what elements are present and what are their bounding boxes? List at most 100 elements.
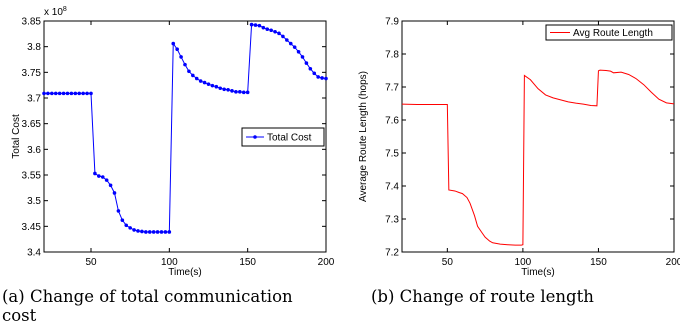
data-point — [309, 67, 313, 71]
data-point — [226, 88, 230, 92]
x-tick-label: 200 — [318, 257, 335, 268]
data-point — [320, 76, 324, 80]
data-point — [269, 28, 273, 32]
data-point — [191, 74, 195, 78]
data-point — [277, 32, 281, 36]
y-tick-label: 3.45 — [22, 222, 42, 233]
data-point — [156, 230, 160, 234]
data-point — [273, 30, 277, 34]
caption-a: (a) Change of total communication cost — [2, 287, 342, 325]
caption-b: (b) Change of route length — [371, 287, 671, 306]
data-point — [222, 87, 226, 91]
y-tick-label: 7.8 — [385, 50, 399, 61]
legend-route-length: Avg Route Length — [546, 25, 672, 40]
y-tick-label: 3.4 — [27, 248, 41, 259]
data-point — [89, 92, 93, 96]
x-tick-label: 150 — [239, 257, 256, 268]
data-point — [242, 91, 246, 95]
series-line — [402, 70, 674, 245]
data-point — [144, 230, 148, 234]
data-point — [195, 77, 199, 81]
data-point — [246, 91, 250, 95]
data-point — [132, 228, 136, 232]
y-tick-label: 7.3 — [385, 215, 399, 226]
data-point — [312, 72, 316, 76]
data-point — [85, 92, 89, 96]
data-point — [160, 230, 164, 234]
data-point — [289, 42, 293, 46]
data-point — [81, 92, 85, 96]
data-point — [297, 50, 301, 54]
data-point — [113, 191, 117, 195]
data-point — [203, 81, 207, 85]
data-point — [121, 218, 125, 222]
data-point — [152, 230, 156, 234]
data-point — [74, 92, 78, 96]
data-point — [136, 229, 140, 233]
data-point — [218, 86, 222, 90]
data-point — [77, 92, 81, 96]
y-tick-label: 7.5 — [385, 149, 399, 160]
y-tick-label: 7.6 — [385, 116, 399, 127]
data-point — [124, 224, 128, 228]
data-point — [66, 92, 70, 96]
y-tick-label: 3.7 — [27, 94, 41, 105]
data-point — [258, 24, 262, 28]
data-point — [58, 92, 62, 96]
data-point — [324, 77, 328, 81]
plot-frame-route-length — [402, 21, 674, 252]
data-point — [187, 70, 191, 74]
data-point — [179, 55, 183, 59]
axis-multiplier: x 108 — [44, 6, 67, 18]
data-point — [54, 92, 58, 96]
data-point — [316, 75, 320, 79]
data-point — [140, 230, 144, 234]
data-point — [230, 89, 234, 93]
series-route-length — [402, 70, 674, 245]
y-tick-label: 3.6 — [27, 145, 41, 156]
data-point — [168, 230, 172, 234]
data-point — [301, 55, 305, 59]
data-point — [183, 63, 187, 67]
y-tick-label: 3.55 — [22, 171, 42, 182]
data-point — [148, 230, 152, 234]
data-point — [105, 178, 109, 182]
y-tick-label: 3.85 — [22, 17, 42, 28]
data-point — [42, 92, 46, 96]
data-point — [254, 23, 258, 27]
data-point — [305, 61, 309, 65]
y-tick-label: 3.75 — [22, 68, 42, 79]
data-point — [234, 90, 238, 94]
x-tick-label: 50 — [442, 257, 454, 268]
data-point — [207, 82, 211, 86]
y-axis-label-total-cost: Total Cost — [11, 114, 22, 159]
x-axis-label-route-length: Time(s) — [521, 267, 555, 278]
data-point — [164, 230, 168, 234]
data-point — [262, 26, 266, 30]
data-point — [175, 47, 179, 51]
data-point — [171, 42, 175, 46]
y-axis-label-route-length: Average Route Length (hops) — [358, 71, 369, 202]
x-tick-label: 150 — [590, 257, 607, 268]
data-point — [50, 92, 54, 96]
x-axis-label-total-cost: Time(s) — [168, 267, 202, 278]
data-point — [250, 23, 254, 27]
x-tick-label: 200 — [666, 257, 680, 268]
legend-total-cost: Total Cost — [242, 128, 324, 146]
data-point — [93, 172, 97, 176]
legend-entry-total-cost: Total Cost — [267, 133, 312, 144]
data-point — [117, 209, 121, 213]
chart-route-length: 50 100 150 200 7.2 7.3 7.4 7.5 7.6 7.7 7.8 7.9 Time… — [358, 17, 680, 279]
data-point — [265, 27, 269, 31]
data-point — [70, 92, 74, 96]
data-point — [211, 84, 215, 88]
y-tick-label: 7.4 — [385, 182, 399, 193]
legend-marker — [253, 135, 257, 139]
caption-a-line1: (a) Change of total communication — [2, 287, 342, 306]
data-point — [128, 226, 132, 230]
data-point — [293, 45, 297, 49]
data-point — [281, 35, 285, 39]
chart-total-cost: 50 100 150 2003.43.453.53.553.63.653.73.753… — [11, 6, 335, 278]
y-tick-label: 7.7 — [385, 83, 399, 94]
